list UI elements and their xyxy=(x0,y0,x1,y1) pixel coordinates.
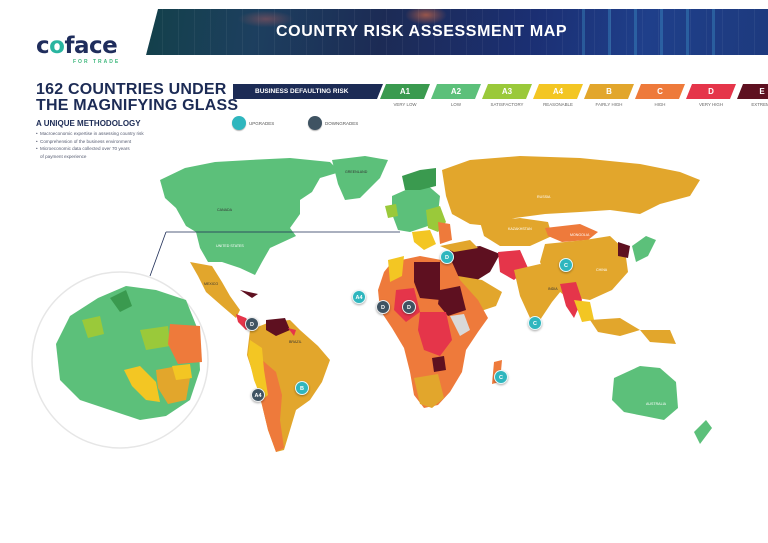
legend-item-c: C HIGH xyxy=(635,84,685,107)
methodology-list: Macroeconomic expertise in assessing cou… xyxy=(36,130,144,160)
upgrade-badge[interactable]: C xyxy=(559,258,573,272)
legend-item-a3: A3 SATISFACTORY xyxy=(482,84,532,107)
header-banner: COUNTRY RISK ASSESSMENT MAP xyxy=(146,9,768,55)
coface-logo: coface FOR TRADE xyxy=(36,33,132,65)
downgrade-badge[interactable]: D xyxy=(402,300,416,314)
label-brazil: BRAZIL xyxy=(289,340,302,344)
label-mongolia: MONGOLIA xyxy=(570,233,590,237)
logo-tagline: FOR TRADE xyxy=(73,59,121,65)
label-mexico: MEXICO xyxy=(204,282,219,286)
upgrade-badge[interactable]: B xyxy=(295,381,309,395)
methodology-item: Comprehension of the business environmen… xyxy=(36,138,144,146)
banner-decoration xyxy=(568,9,728,55)
label-china: CHINA xyxy=(596,268,608,272)
label-russia: RUSSIA xyxy=(537,195,551,199)
upgrade-bubble-icon xyxy=(232,116,246,130)
headline: 162 COUNTRIES UNDER THE MAGNIFYING GLASS xyxy=(36,82,238,114)
upgrade-badge[interactable]: A4 xyxy=(352,290,366,304)
methodology-item: Macroeconomic expertise in assessing cou… xyxy=(36,130,144,138)
downgrade-badge[interactable]: D xyxy=(245,317,259,331)
downgrades-key: DOWNGRADES xyxy=(308,116,358,130)
label-greenland: GREENLAND xyxy=(345,170,368,174)
legend-item-a4: A4 REASONABLE xyxy=(533,84,583,107)
label-germany: GERMANY xyxy=(116,231,135,235)
headline-line-1: 162 COUNTRIES UNDER xyxy=(36,81,227,98)
upgrade-badge[interactable]: D xyxy=(440,250,454,264)
world-map: CANADA UNITED STATES MEXICO BRAZIL RUSSI… xyxy=(0,155,768,460)
methodology-heading: A UNIQUE METHODOLOGY xyxy=(36,119,141,128)
label-australia: AUSTRALIA xyxy=(646,402,666,406)
label-kazakhstan: KAZAKHSTAN xyxy=(508,227,532,231)
headline-line-2: THE MAGNIFYING GLASS xyxy=(36,97,239,114)
downgrade-badge[interactable]: A4 xyxy=(251,388,265,402)
label-india: INDIA xyxy=(548,287,558,291)
risk-legend: A1 VERY LOW A2 LOW A3 SATISFACTORY A4 REASON… xyxy=(380,84,768,107)
upgrades-key: UPGRADES xyxy=(232,116,274,130)
legend-title: BUSINESS DEFAULTING RISK xyxy=(233,84,383,99)
downgrade-bubble-icon xyxy=(308,116,322,130)
upgrade-badge[interactable]: C xyxy=(494,370,508,384)
downgrade-badge[interactable]: D xyxy=(376,300,390,314)
label-united-states: UNITED STATES xyxy=(216,244,244,248)
map-shapes xyxy=(31,156,712,452)
methodology-item: Microeconomic data collected over 70 yea… xyxy=(36,145,144,160)
label-canada: CANADA xyxy=(217,208,232,212)
legend-item-e: EEXTREME xyxy=(737,84,768,107)
legend-item-a2: A2 LOW xyxy=(431,84,481,107)
upgrade-badge[interactable]: C xyxy=(528,316,542,330)
page-title: COUNTRY RISK ASSESSMENT MAP xyxy=(276,23,568,40)
legend-item-d: D VERY HIGH xyxy=(686,84,736,107)
logo-wordmark: coface xyxy=(36,33,118,59)
legend-item-b: B FAIRLY HIGH xyxy=(584,84,634,107)
legend-item-a1: A1 VERY LOW xyxy=(380,84,430,107)
